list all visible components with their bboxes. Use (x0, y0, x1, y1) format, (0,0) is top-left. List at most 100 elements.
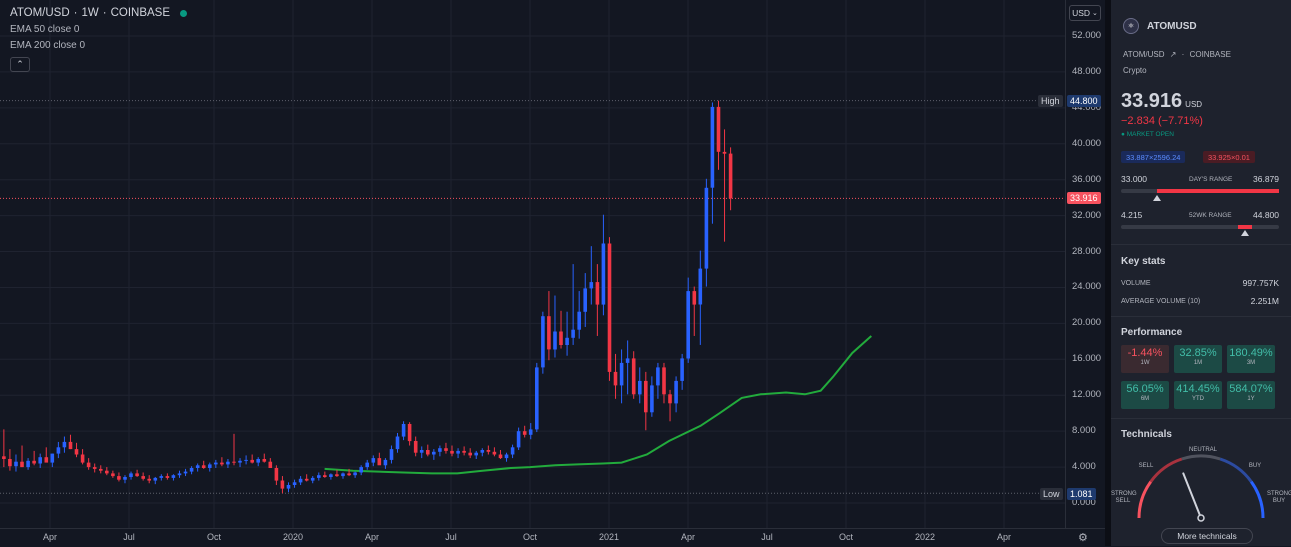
time-axis[interactable]: Apr Jul Oct 2020 Apr Jul Oct 2021 Apr Jul Oct 2022 A… (0, 528, 1105, 547)
candle-body (510, 447, 515, 455)
y-tick-label: 48.000 (1072, 65, 1102, 77)
candle-body (498, 454, 503, 459)
panel-symbol[interactable]: ATOMUSD (1147, 20, 1197, 32)
candle-body (541, 316, 545, 368)
candle-body (413, 441, 418, 453)
candle-body (123, 477, 127, 480)
gauge-label-sell: SELL (1138, 463, 1154, 469)
candle-body (256, 459, 260, 463)
performance-period: 6M (1140, 396, 1150, 402)
low-price-label: 1.081 (1067, 488, 1096, 500)
candle-body (377, 458, 382, 466)
chevron-up-icon[interactable]: ⌃ (10, 57, 30, 72)
stat-label: AVERAGE VOLUME (10) (1121, 298, 1201, 305)
legend-symbol: ATOM/USD (10, 7, 70, 19)
performance-cell: 32.85% 1M (1174, 345, 1222, 373)
candle-body (401, 424, 406, 437)
legend-exchange: COINBASE (110, 7, 171, 19)
candle-body (438, 448, 442, 452)
day-range-low: 33.000 (1121, 174, 1147, 184)
candle-body (571, 329, 575, 338)
candle-body (547, 316, 551, 350)
panel-divider[interactable] (1105, 0, 1111, 546)
candle-body (80, 454, 85, 463)
ask-quote: 33.925×0.01 (1203, 151, 1255, 163)
candle-body (74, 449, 79, 455)
price-currency: USD (1185, 100, 1203, 109)
candle-body (26, 460, 30, 468)
candle-body (728, 153, 733, 199)
currency-button[interactable]: USD ⌄ (1069, 5, 1101, 21)
candle-body (147, 478, 151, 481)
chart-canvas[interactable]: ATOM/USD · 1W · COINBASE EMA 50 close 0 … (0, 0, 1065, 528)
performance-cell: -1.44% 1W (1121, 345, 1169, 373)
candle-body (535, 367, 539, 430)
legend-title[interactable]: ATOM/USD · 1W · COINBASE (10, 5, 188, 21)
gauge-neutral-arc (1181, 454, 1221, 461)
panel-sep: · (1181, 50, 1185, 59)
candle-body (644, 380, 648, 413)
stat-value: 2.251M (1250, 296, 1279, 306)
panel-pair[interactable]: ATOM/USD (1123, 50, 1165, 59)
last-price-value: 33.916 (1121, 90, 1183, 112)
candle-body (716, 106, 721, 152)
candle-body (395, 436, 400, 450)
candle-body (492, 451, 497, 455)
bid-quote: 33.887×2596.24 (1121, 151, 1186, 163)
candle-body (195, 465, 200, 468)
y-tick-label: 36.000 (1072, 173, 1102, 185)
candle-body (559, 331, 563, 345)
legend-ema200[interactable]: EMA 200 close 0 (10, 39, 86, 51)
candle-body (704, 187, 709, 269)
chart-legend: ATOM/USD · 1W · COINBASE EMA 50 close 0 … (10, 5, 188, 72)
candle-body (686, 291, 690, 359)
candle-body (298, 478, 303, 483)
gauge-pivot (1197, 514, 1205, 522)
key-stats-title: Key stats (1121, 256, 1166, 267)
candle-body (474, 452, 478, 456)
x-tick-label: 2020 (282, 532, 304, 542)
panel-header: ⚛ ATOMUSD (1123, 18, 1197, 34)
candle-body (601, 243, 606, 305)
candle-body (662, 367, 666, 395)
candle-body (268, 461, 273, 468)
gauge-strong-sell-arc (1137, 480, 1153, 519)
candle-body (619, 362, 624, 386)
y-tick-label: 20.000 (1072, 317, 1102, 329)
candle-body (553, 331, 557, 350)
x-tick-label: Jul (761, 532, 773, 542)
52wk-range-low: 4.215 (1121, 210, 1143, 220)
candle-body (232, 461, 236, 463)
52wk-range-high: 44.800 (1253, 210, 1279, 220)
performance-cell: 584.07% 1Y (1227, 381, 1275, 409)
candle-body (692, 291, 697, 305)
candle-body (189, 468, 194, 472)
performance-cell: 414.45% YTD (1174, 381, 1222, 409)
more-technicals-button[interactable]: More technicals (1161, 528, 1253, 544)
gauge-label-strong-buy: STRONG BUY (1267, 491, 1291, 504)
y-tick-label: 0.000 (1072, 497, 1096, 508)
candle-body (135, 473, 139, 477)
candle-body (638, 380, 642, 395)
candle-body (111, 473, 115, 477)
x-tick-label: Oct (206, 532, 222, 542)
divider (1111, 418, 1291, 419)
candle-body (14, 461, 18, 467)
gauge-buy-arc (1219, 457, 1253, 483)
external-link-icon[interactable]: ↗ (1169, 50, 1177, 59)
performance-value: 414.45% (1176, 383, 1220, 395)
legend-sep: · (102, 7, 107, 19)
candle-body (347, 473, 351, 476)
price-axis[interactable]: 52.000 48.000 44.000 40.000 36.000 32.000 28.0… (1065, 0, 1106, 528)
candle-body (304, 478, 309, 481)
candle-body (650, 385, 654, 413)
gear-icon[interactable]: ⚙ (1078, 532, 1088, 544)
y-tick-label: 16.000 (1072, 353, 1102, 365)
52wk-range-title: 52WK RANGE (1189, 212, 1232, 219)
last-price: 33.916 USD (1121, 90, 1202, 113)
x-tick-label: Jul (445, 532, 457, 542)
legend-ema50[interactable]: EMA 50 close 0 (10, 23, 80, 35)
candle-body (68, 441, 73, 450)
technicals-title: Technicals (1121, 429, 1172, 440)
high-tag: High (1038, 95, 1063, 107)
